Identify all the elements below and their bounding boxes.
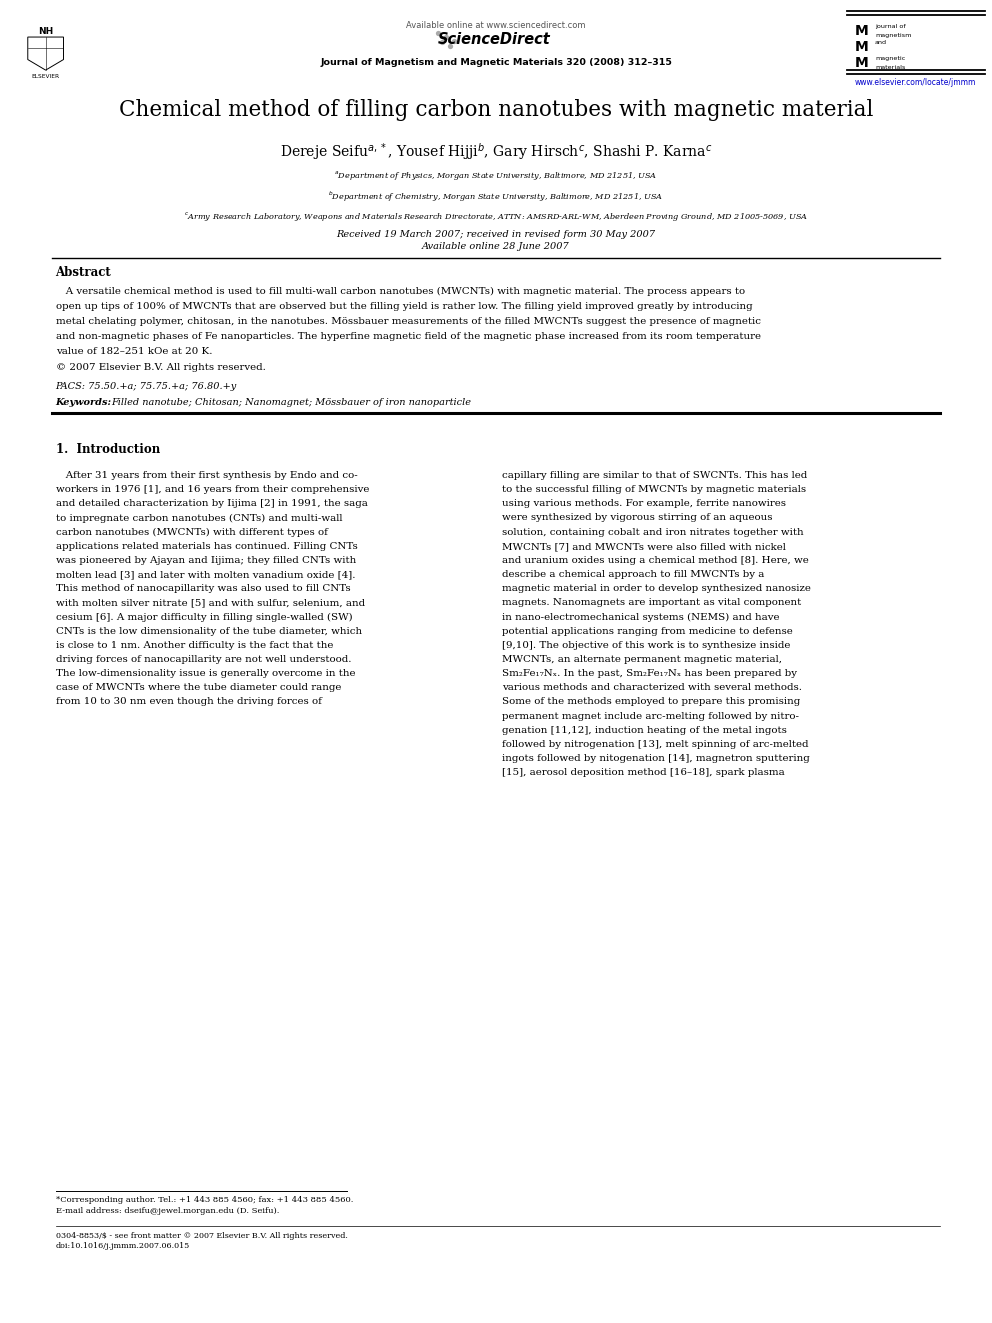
Text: A versatile chemical method is used to fill multi-wall carbon nanotubes (MWCNTs): A versatile chemical method is used to f… <box>56 287 745 296</box>
Text: MWCNTs [7] and MWCNTs were also filled with nickel: MWCNTs [7] and MWCNTs were also filled w… <box>502 542 786 550</box>
Text: journal of: journal of <box>875 24 906 29</box>
Text: [9,10]. The objective of this work is to synthesize inside: [9,10]. The objective of this work is to… <box>502 640 791 650</box>
Text: to the successful filling of MWCNTs by magnetic materials: to the successful filling of MWCNTs by m… <box>502 486 806 495</box>
Text: magnets. Nanomagnets are important as vital component: magnets. Nanomagnets are important as vi… <box>502 598 802 607</box>
Text: $^c$Army Research Laboratory, Weapons and Materials Research Directorate, ATTN: : $^c$Army Research Laboratory, Weapons an… <box>184 210 808 224</box>
Text: ScienceDirect: ScienceDirect <box>437 32 551 48</box>
Text: describe a chemical approach to fill MWCNTs by a: describe a chemical approach to fill MWC… <box>502 570 764 579</box>
Text: open up tips of 100% of MWCNTs that are observed but the filling yield is rather: open up tips of 100% of MWCNTs that are … <box>56 302 752 311</box>
Text: Available online 28 June 2007: Available online 28 June 2007 <box>423 242 569 251</box>
Text: and detailed characterization by Iijima [2] in 1991, the saga: and detailed characterization by Iijima … <box>56 499 367 508</box>
Text: $^a$Department of Physics, Morgan State University, Baltimore, MD 21251, USA: $^a$Department of Physics, Morgan State … <box>334 169 658 183</box>
Text: molten lead [3] and later with molten vanadium oxide [4].: molten lead [3] and later with molten va… <box>56 570 355 579</box>
Text: Some of the methods employed to prepare this promising: Some of the methods employed to prepare … <box>502 697 801 706</box>
Text: solution, containing cobalt and iron nitrates together with: solution, containing cobalt and iron nit… <box>502 528 804 537</box>
Text: followed by nitrogenation [13], melt spinning of arc-melted: followed by nitrogenation [13], melt spi… <box>502 740 808 749</box>
Text: with molten silver nitrate [5] and with sulfur, selenium, and: with molten silver nitrate [5] and with … <box>56 598 365 607</box>
Text: in nano-electromechanical systems (NEMS) and have: in nano-electromechanical systems (NEMS)… <box>502 613 780 622</box>
Text: 1.  Introduction: 1. Introduction <box>56 443 160 456</box>
Text: case of MWCNTs where the tube diameter could range: case of MWCNTs where the tube diameter c… <box>56 683 341 692</box>
Text: is close to 1 nm. Another difficulty is the fact that the: is close to 1 nm. Another difficulty is … <box>56 640 333 650</box>
Text: and: and <box>875 40 887 45</box>
Text: potential applications ranging from medicine to defense: potential applications ranging from medi… <box>502 627 793 636</box>
Text: Sm₂Fe₁₇Nₓ. In the past, Sm₂Fe₁₇Nₓ has been prepared by: Sm₂Fe₁₇Nₓ. In the past, Sm₂Fe₁₇Nₓ has be… <box>502 669 797 679</box>
Text: CNTs is the low dimensionality of the tube diameter, which: CNTs is the low dimensionality of the tu… <box>56 627 362 636</box>
Text: permanent magnet include arc-melting followed by nitro-: permanent magnet include arc-melting fol… <box>502 712 799 721</box>
Text: were synthesized by vigorous stirring of an aqueous: were synthesized by vigorous stirring of… <box>502 513 773 523</box>
Text: ELSEVIER: ELSEVIER <box>32 74 60 79</box>
Text: using various methods. For example, ferrite nanowires: using various methods. For example, ferr… <box>502 499 786 508</box>
Text: driving forces of nanocapillarity are not well understood.: driving forces of nanocapillarity are no… <box>56 655 351 664</box>
Text: ingots followed by nitogenation [14], magnetron sputtering: ingots followed by nitogenation [14], ma… <box>502 754 809 763</box>
Text: [15], aerosol deposition method [16–18], spark plasma: [15], aerosol deposition method [16–18],… <box>502 769 785 778</box>
Text: M: M <box>855 56 869 70</box>
Text: workers in 1976 [1], and 16 years from their comprehensive: workers in 1976 [1], and 16 years from t… <box>56 486 369 495</box>
Text: M: M <box>855 24 869 38</box>
Text: doi:10.1016/j.jmmm.2007.06.015: doi:10.1016/j.jmmm.2007.06.015 <box>56 1242 189 1250</box>
Text: carbon nanotubes (MWCNTs) with different types of: carbon nanotubes (MWCNTs) with different… <box>56 528 327 537</box>
Text: The low-dimensionality issue is generally overcome in the: The low-dimensionality issue is generall… <box>56 669 355 679</box>
Text: value of 182–251 kOe at 20 K.: value of 182–251 kOe at 20 K. <box>56 348 212 356</box>
Text: *Corresponding author. Tel.: +1 443 885 4560; fax: +1 443 885 4560.: *Corresponding author. Tel.: +1 443 885 … <box>56 1196 353 1204</box>
Text: magnetism: magnetism <box>875 33 912 38</box>
Text: E-mail address: dseifu@jewel.morgan.edu (D. Seifu).: E-mail address: dseifu@jewel.morgan.edu … <box>56 1207 279 1215</box>
Text: This method of nanocapillarity was also used to fill CNTs: This method of nanocapillarity was also … <box>56 585 350 593</box>
Text: After 31 years from their first synthesis by Endo and co-: After 31 years from their first synthesi… <box>56 471 357 480</box>
Text: applications related materials has continued. Filling CNTs: applications related materials has conti… <box>56 542 357 550</box>
Text: capillary filling are similar to that of SWCNTs. This has led: capillary filling are similar to that of… <box>502 471 807 480</box>
Text: MWCNTs, an alternate permanent magnetic material,: MWCNTs, an alternate permanent magnetic … <box>502 655 782 664</box>
Text: Available online at www.sciencedirect.com: Available online at www.sciencedirect.co… <box>407 20 585 29</box>
Text: www.elsevier.com/locate/jmmm: www.elsevier.com/locate/jmmm <box>855 78 976 87</box>
Text: materials: materials <box>875 65 906 70</box>
Text: © 2007 Elsevier B.V. All rights reserved.: © 2007 Elsevier B.V. All rights reserved… <box>56 363 266 372</box>
Text: Journal of Magnetism and Magnetic Materials 320 (2008) 312–315: Journal of Magnetism and Magnetic Materi… <box>320 58 672 67</box>
Text: NH: NH <box>38 26 54 36</box>
Text: M: M <box>855 40 869 54</box>
Text: metal chelating polymer, chitosan, in the nanotubes. Mössbauer measurements of t: metal chelating polymer, chitosan, in th… <box>56 318 761 327</box>
Text: PACS: 75.50.+a; 75.75.+a; 76.80.+y: PACS: 75.50.+a; 75.75.+a; 76.80.+y <box>56 382 237 392</box>
Text: various methods and characterized with several methods.: various methods and characterized with s… <box>502 683 802 692</box>
Text: from 10 to 30 nm even though the driving forces of: from 10 to 30 nm even though the driving… <box>56 697 321 706</box>
Text: Dereje Seifu$^{a,*}$, Yousef Hijji$^{b}$, Gary Hirsch$^{c}$, Shashi P. Karna$^{c: Dereje Seifu$^{a,*}$, Yousef Hijji$^{b}$… <box>280 142 712 163</box>
Text: Keywords:: Keywords: <box>56 398 115 407</box>
Text: Abstract: Abstract <box>56 266 111 279</box>
Text: cesium [6]. A major difficulty in filling single-walled (SW): cesium [6]. A major difficulty in fillin… <box>56 613 352 622</box>
Text: Filled nanotube; Chitosan; Nanomagnet; Mössbauer of iron nanoparticle: Filled nanotube; Chitosan; Nanomagnet; M… <box>111 398 471 407</box>
Text: to impregnate carbon nanotubes (CNTs) and multi-wall: to impregnate carbon nanotubes (CNTs) an… <box>56 513 342 523</box>
Text: Received 19 March 2007; received in revised form 30 May 2007: Received 19 March 2007; received in revi… <box>336 230 656 239</box>
Text: magnetic: magnetic <box>875 56 905 61</box>
Text: and uranium oxides using a chemical method [8]. Here, we: and uranium oxides using a chemical meth… <box>502 556 808 565</box>
Text: and non-magnetic phases of Fe nanoparticles. The hyperfine magnetic field of the: and non-magnetic phases of Fe nanopartic… <box>56 332 761 341</box>
Text: 0304-8853/$ - see front matter © 2007 Elsevier B.V. All rights reserved.: 0304-8853/$ - see front matter © 2007 El… <box>56 1232 347 1240</box>
Text: magnetic material in order to develop synthesized nanosize: magnetic material in order to develop sy… <box>502 585 810 593</box>
Text: $^b$Department of Chemistry, Morgan State University, Baltimore, MD 21251, USA: $^b$Department of Chemistry, Morgan Stat… <box>328 189 664 204</box>
Text: was pioneered by Ajayan and Iijima; they filled CNTs with: was pioneered by Ajayan and Iijima; they… <box>56 556 356 565</box>
Text: Chemical method of filling carbon nanotubes with magnetic material: Chemical method of filling carbon nanotu… <box>119 99 873 122</box>
Text: genation [11,12], induction heating of the metal ingots: genation [11,12], induction heating of t… <box>502 726 787 734</box>
